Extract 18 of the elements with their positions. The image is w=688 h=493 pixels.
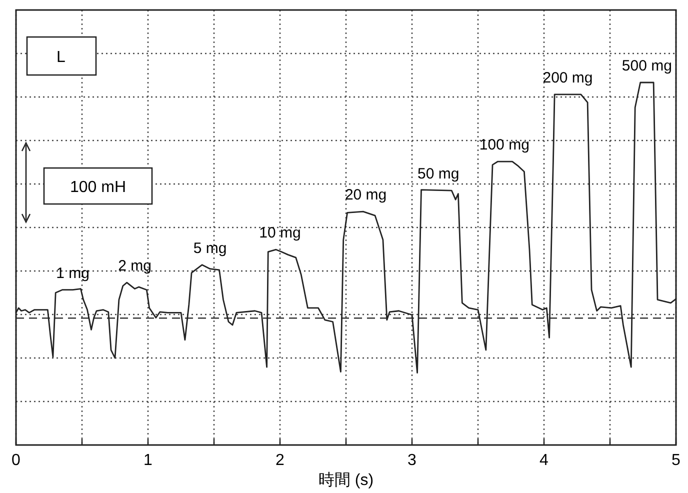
annotation: 1 mg	[56, 264, 90, 282]
x-tick-label: 0	[12, 452, 21, 469]
annotation: 100 mg	[479, 136, 530, 154]
x-tick-label: 3	[408, 452, 417, 469]
annotation: 200 mg	[542, 69, 593, 86]
annotation: 100 mH	[70, 179, 126, 196]
annotation: 50 mg	[418, 166, 460, 183]
x-tick-label: 2	[276, 452, 285, 469]
annotation: 500 mg	[622, 58, 672, 74]
text: L	[56, 49, 66, 66]
annotation: 2 mg	[118, 258, 152, 275]
annotation: 10 mg	[259, 224, 301, 242]
x-axis-title: 時間 (s)	[318, 471, 374, 489]
annotation: 20 mg	[344, 186, 387, 204]
x-tick-label: 5	[672, 452, 681, 469]
annotation: 5 mg	[193, 240, 227, 257]
x-tick-label: 4	[540, 452, 549, 469]
x-tick-label: 1	[144, 452, 153, 469]
